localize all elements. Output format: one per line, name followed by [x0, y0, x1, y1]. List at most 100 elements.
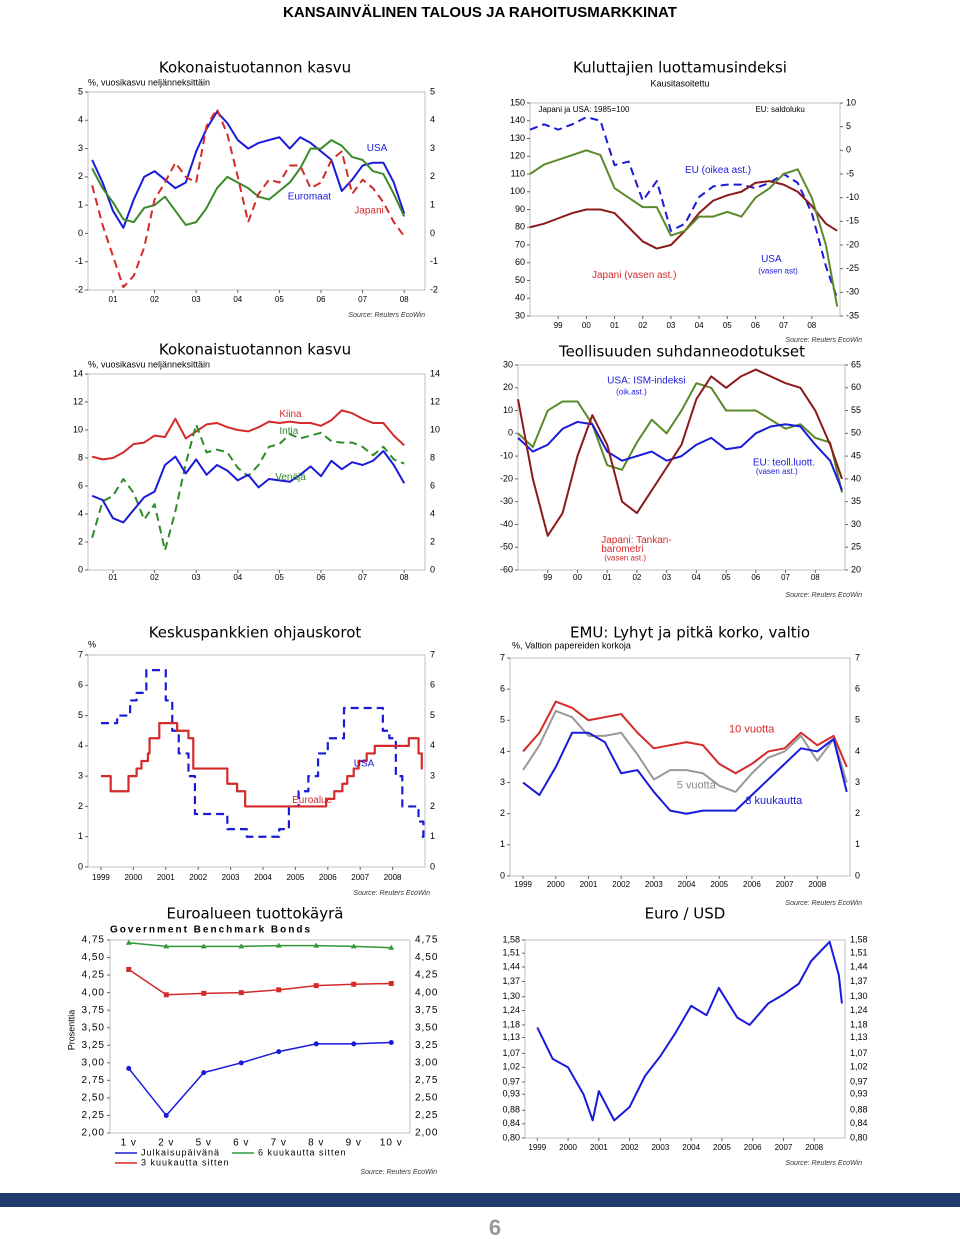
y2-tick-label: 30 — [851, 519, 861, 529]
y-tick-label: 4,25 — [82, 970, 105, 981]
annotation: 5 vuotta — [677, 780, 717, 792]
marker — [163, 943, 170, 949]
marker — [388, 981, 394, 987]
x-tick-label: 2004 — [682, 1143, 700, 1152]
annotation: USA: ISM-indeksi — [607, 376, 685, 387]
y-tick-label-right: 3,50 — [415, 1022, 438, 1033]
x-tick-label: 00 — [573, 573, 582, 582]
y-tick-label: 30 — [503, 359, 513, 369]
footer-bar — [0, 1193, 960, 1207]
chart-title: EMU: Lyhyt ja pitkä korko, valtio — [570, 624, 810, 642]
x-tick-label: 9 v — [346, 1138, 362, 1149]
y-tick-label: 5 — [78, 86, 83, 96]
marker — [313, 942, 320, 948]
x-tick-label: 04 — [692, 573, 701, 582]
y-tick-label-right: 2 — [855, 808, 860, 818]
x-tick-label: 2005 — [286, 873, 304, 882]
y-tick-label: 120 — [510, 151, 525, 161]
y-tick-label: 1,18 — [502, 1019, 520, 1029]
y-tick-label-right: 3 — [430, 143, 435, 153]
source: Source: Reuters EcoWin — [785, 592, 862, 599]
source: Source: Reuters EcoWin — [785, 1160, 862, 1167]
y-tick-label-right: 3,75 — [415, 1005, 438, 1016]
marker — [275, 942, 282, 948]
marker — [276, 987, 282, 993]
x-tick-label: 99 — [543, 573, 552, 582]
plot-frame — [529, 102, 841, 317]
x-tick-label: 2003 — [222, 873, 240, 882]
y-tick-label: 4 — [500, 746, 505, 756]
y-tick-label: 1,02 — [502, 1062, 520, 1072]
y-tick-label: 60 — [515, 257, 525, 267]
y-tick-label-right: 3 — [855, 777, 860, 787]
y2-tick-label: -35 — [846, 310, 859, 320]
y-tick-label-right: 1 — [855, 839, 860, 849]
x-tick-label: 2001 — [590, 1143, 608, 1152]
y-tick-label: 0,93 — [502, 1089, 520, 1099]
marker — [201, 990, 207, 996]
y-tick-label: 4 — [78, 508, 83, 518]
y-tick-label-right: 0,97 — [850, 1076, 868, 1086]
y-tick-label: 2 — [78, 536, 83, 546]
y-tick-label: 8 — [78, 452, 83, 462]
x-tick-label: 02 — [150, 295, 159, 304]
y-tick-label-right: 4 — [430, 115, 435, 125]
y-tick-label-right: 3,25 — [415, 1040, 438, 1051]
x-tick-label: 05 — [275, 573, 284, 582]
y-tick-label-right: 0 — [855, 870, 860, 880]
y-tick-label: 0,84 — [502, 1118, 520, 1128]
x-tick-label: 08 — [811, 573, 820, 582]
annotation: USA — [354, 759, 375, 770]
series-line — [529, 116, 839, 299]
y-tick-label: 12 — [73, 396, 83, 406]
y-tick-label-right: 5 — [430, 710, 435, 720]
series-line — [91, 409, 405, 461]
y-tick-label: 1 — [78, 831, 83, 841]
y2-tick-label: 0 — [846, 145, 851, 155]
y-tick-label-right: 1,58 — [850, 934, 868, 944]
chart-subtitle: Kausitasoitettu — [650, 78, 709, 88]
x-tick-label: 2002 — [189, 873, 207, 882]
y-tick-label-right: 4,75 — [415, 935, 438, 946]
y-tick-label-right: 12 — [430, 396, 440, 406]
x-tick-label: 2005 — [713, 1143, 731, 1152]
y-tick-label: 2,25 — [82, 1110, 105, 1121]
annotation: 10 vuotta — [729, 724, 775, 736]
chart-title: Euro / USD — [645, 905, 726, 923]
annotation: (vasen ast.) — [604, 554, 646, 563]
annotation: (vasen ast) — [758, 267, 798, 276]
x-tick-label: 03 — [192, 295, 201, 304]
y-tick-label: 2 — [500, 808, 505, 818]
x-tick-label: 2000 — [547, 880, 565, 889]
y-tick-label: 1,58 — [502, 934, 520, 944]
chart-subtitle: Government Benchmark Bonds — [110, 925, 312, 936]
series-line — [91, 110, 406, 229]
x-tick-label: 06 — [317, 573, 326, 582]
x-tick-label: 2006 — [319, 873, 337, 882]
y-tick-label: 1,13 — [502, 1032, 520, 1042]
y-tick-label-right: 0 — [430, 861, 435, 871]
y-tick-label-right: -1 — [430, 256, 438, 266]
y-tick-label-right: 6 — [430, 480, 435, 490]
y-tick-label: 90 — [515, 204, 525, 214]
plot-frame — [87, 373, 426, 571]
chart-title: Kokonaistuotannon kasvu — [159, 341, 351, 359]
y-tick-label: -10 — [500, 450, 513, 460]
y-tick-label-right: 1,18 — [850, 1019, 868, 1029]
annotation: Japani — [354, 205, 383, 216]
y-tick-label: 110 — [511, 168, 525, 178]
x-tick-label: 2007 — [775, 1143, 793, 1152]
series-line — [529, 180, 838, 250]
x-tick-label: 08 — [400, 573, 409, 582]
y-tick-label-right: 4 — [855, 746, 860, 756]
marker — [125, 939, 132, 945]
x-tick-label: 07 — [781, 573, 790, 582]
y-tick-label: 1 — [500, 839, 505, 849]
y-tick-label-right: 4 — [430, 508, 435, 518]
y2-tick-label: 20 — [851, 564, 861, 574]
marker — [238, 943, 245, 949]
y2-tick-label: 50 — [851, 428, 861, 438]
y-tick-label-right: -2 — [430, 284, 438, 294]
x-tick-label: 2003 — [645, 880, 663, 889]
y-tick-label: 10 — [503, 405, 513, 415]
